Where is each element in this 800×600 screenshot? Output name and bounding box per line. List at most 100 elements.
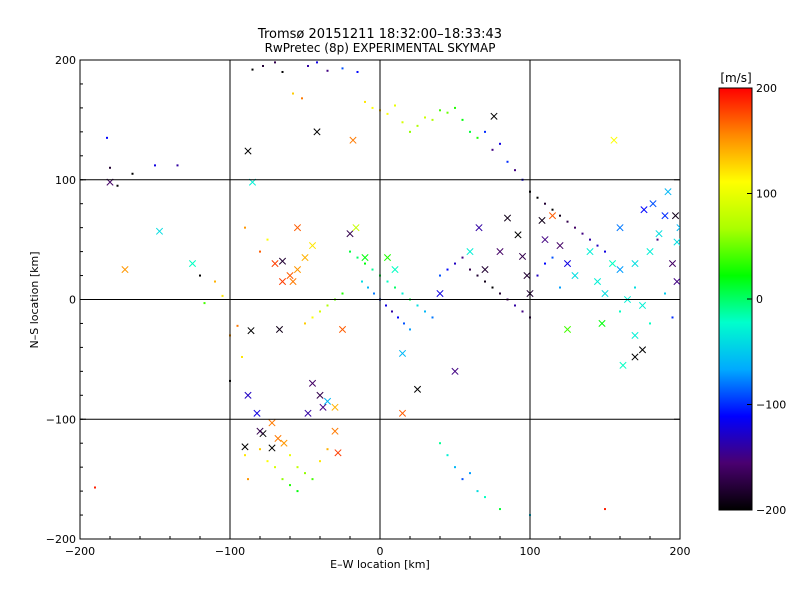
data-point-dot [446, 111, 449, 114]
data-point-dot [454, 262, 456, 265]
data-point-dot [251, 68, 254, 71]
data-point-x-marker [538, 216, 546, 225]
data-point-dot [266, 460, 269, 463]
data-point-dot [439, 442, 441, 445]
data-point-dot [386, 112, 389, 115]
data-point-dot [409, 130, 411, 133]
y-tick-label: 100 [55, 174, 76, 187]
data-point-dot [401, 292, 404, 295]
data-point-x-marker [256, 427, 264, 435]
data-point-x-marker [274, 434, 282, 442]
data-point-x-marker [383, 254, 392, 262]
data-point-dot [356, 70, 359, 73]
data-point-x-marker [308, 242, 317, 250]
data-point-x-marker [466, 248, 474, 256]
data-point-dot [311, 316, 314, 319]
data-point-dot [349, 250, 351, 253]
y-tick-label: −200 [46, 533, 76, 546]
colorbar-ticks: 200 100 0 −100 −200 [747, 82, 786, 517]
data-point-x-marker [301, 254, 309, 262]
data-point-dot [259, 250, 261, 253]
data-point-dot [199, 274, 201, 277]
data-point-x-marker [616, 266, 624, 274]
data-point-x-marker [518, 252, 527, 260]
data-point-x-marker [523, 271, 531, 280]
data-point-dot [304, 322, 306, 325]
colorbar-tick-label: 200 [756, 82, 777, 95]
colorbar-tick-label: 0 [756, 293, 763, 306]
data-point-x-marker [563, 260, 572, 268]
data-point-x-marker [490, 112, 498, 120]
data-point-dot [116, 184, 119, 187]
data-point-dot [326, 304, 329, 307]
data-point-dot [244, 226, 246, 229]
data-point-dot [281, 478, 284, 481]
data-point-dot [559, 286, 561, 289]
data-point-x-marker [586, 248, 594, 256]
data-point-dot [371, 268, 374, 271]
data-point-dot [469, 130, 471, 133]
data-point-dot [221, 294, 224, 297]
data-point-x-marker [278, 277, 287, 286]
data-point-x-marker [631, 331, 639, 339]
y-tick-label: −100 [46, 413, 76, 426]
data-point-dot [304, 472, 306, 475]
data-point-dot [476, 490, 479, 493]
data-point-x-marker [676, 224, 680, 232]
data-point-dot [364, 100, 366, 103]
data-point-x-marker [598, 319, 606, 328]
data-point-dot [484, 280, 486, 283]
data-point-dot [94, 486, 96, 489]
data-point-dot [574, 226, 576, 229]
x-tick-label: 200 [670, 545, 691, 558]
y-tick-label: 0 [69, 294, 76, 307]
data-point-x-marker [313, 128, 321, 136]
data-point-dot [301, 97, 303, 100]
data-point-dot [385, 304, 387, 307]
data-point-x-marker [352, 224, 360, 232]
data-point-dot [454, 466, 456, 469]
x-axis-label: E–W location [km] [330, 558, 430, 571]
data-point-dot [476, 136, 479, 139]
data-point-x-marker [655, 230, 663, 238]
data-point-dot [416, 304, 419, 307]
data-point-x-marker [593, 277, 602, 286]
grid-lines [80, 60, 680, 539]
data-point-x-marker [673, 277, 680, 286]
data-point-dot [307, 64, 309, 67]
colorbar-tick-label: −200 [756, 504, 786, 517]
data-point-dot [491, 148, 494, 151]
data-point-x-marker [155, 227, 164, 235]
data-point-dot [604, 250, 606, 253]
data-point-dot [416, 124, 419, 127]
data-point-dot [664, 292, 666, 295]
data-point-dot [386, 280, 389, 283]
data-point-dot [394, 286, 396, 289]
data-point-dot [461, 478, 464, 481]
data-point-x-marker [331, 403, 339, 411]
data-point-dot [401, 121, 404, 124]
data-point-dot [424, 116, 426, 119]
data-point-dot [431, 118, 434, 121]
y-tick-label: 200 [55, 54, 76, 67]
data-point-dot [476, 274, 479, 277]
data-point-dot [319, 310, 321, 313]
data-point-x-marker [631, 260, 639, 268]
data-point-dot [394, 104, 396, 107]
data-point-x-marker [304, 409, 312, 417]
data-point-dot [259, 448, 261, 451]
data-point-x-marker [286, 271, 294, 280]
data-point-dot [619, 310, 621, 313]
data-point-dot [551, 256, 554, 259]
data-point-dot [341, 292, 344, 295]
data-point-dot [311, 478, 314, 481]
data-point-dot [289, 484, 291, 487]
data-point-dot [566, 220, 569, 223]
data-point-x-marker [616, 224, 624, 232]
data-point-dot [316, 61, 318, 64]
data-point-x-marker [346, 230, 354, 238]
data-point-dot [514, 169, 516, 172]
data-point-x-marker [451, 367, 459, 375]
data-point-dot [536, 274, 539, 277]
data-point-dot [296, 490, 299, 493]
